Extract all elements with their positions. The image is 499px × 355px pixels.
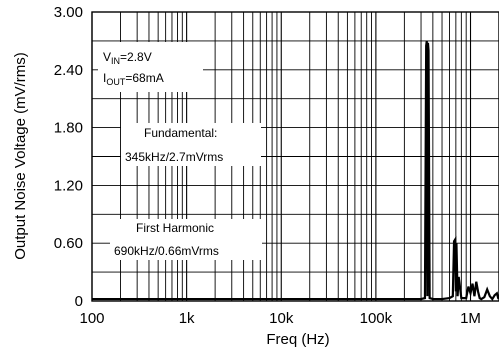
y-tick-label: 2.40 bbox=[54, 62, 83, 79]
annotation-vin-sub: IN bbox=[111, 56, 120, 66]
annotation-harmonic-value: 690kHz/0.66mVrms bbox=[114, 244, 219, 258]
annotation-harmonic-label: First Harmonic bbox=[136, 221, 214, 235]
y-tick-label: 0 bbox=[75, 293, 83, 310]
x-tick-label: 1k bbox=[179, 310, 195, 327]
annotation-iout: IOUT=68mA bbox=[103, 71, 164, 87]
annotation-iout-main: I bbox=[103, 71, 106, 85]
x-tick-label: 100k bbox=[360, 310, 393, 327]
annotation-fundamental-value: 345kHz/2.7mVrms bbox=[125, 150, 223, 164]
x-axis-title: Freq (Hz) bbox=[266, 331, 329, 348]
x-tick-label: 1M bbox=[460, 310, 481, 327]
y-axis-title: Output Noise Voltage (mV/rms) bbox=[12, 52, 29, 260]
tick-labels: 100 1k 10k 100k 1M 0 0.60 1.20 1.80 2.40 3.00 bbox=[54, 4, 481, 327]
y-tick-label: 1.80 bbox=[54, 120, 83, 137]
annotation-fundamental-label: Fundamental: bbox=[144, 126, 217, 140]
annotation-box-conditions bbox=[98, 42, 203, 92]
x-tick-label: 100 bbox=[79, 310, 104, 327]
y-tick-label: 0.60 bbox=[54, 235, 83, 252]
plot-frame bbox=[91, 11, 499, 302]
annotation-iout-value: =68mA bbox=[125, 71, 163, 85]
annotation-box-fundamental bbox=[121, 123, 261, 166]
y-tick-label: 1.20 bbox=[54, 177, 83, 194]
y-tick-label: 3.00 bbox=[54, 4, 83, 21]
annotation-box-harmonic bbox=[110, 219, 262, 260]
annotation-vin-main: V bbox=[103, 50, 111, 64]
annotation-vin-value: =2.8V bbox=[120, 50, 152, 64]
annotation-iout-sub: OUT bbox=[106, 77, 126, 87]
x-tick-label: 10k bbox=[269, 310, 294, 327]
annotation-vin: VIN=2.8V bbox=[103, 50, 152, 66]
noise-series-line bbox=[92, 40, 499, 301]
annotation-boxes bbox=[98, 42, 262, 260]
